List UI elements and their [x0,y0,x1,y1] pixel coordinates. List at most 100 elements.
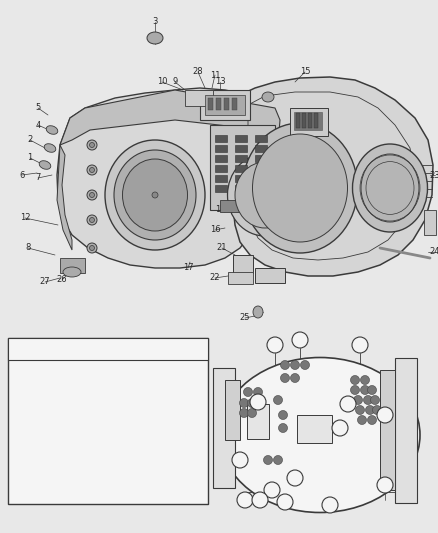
Bar [215,155,227,162]
Circle shape [371,395,379,405]
Text: (W/SOCKET): (W/SOCKET) [126,489,180,497]
Text: B: B [298,337,302,343]
Text: D: D [242,497,247,503]
Bar [200,90,250,120]
Text: 21: 21 [217,244,227,253]
Text: 4: 4 [35,120,41,130]
Text: A: A [272,342,277,348]
Ellipse shape [252,134,347,242]
Text: A: A [238,457,242,463]
Bar [8,338,208,504]
Circle shape [377,477,393,493]
Bar [255,155,267,162]
Text: A: A [383,412,387,418]
Text: 23: 23 [430,171,438,180]
Bar [255,175,267,182]
Circle shape [247,408,257,417]
Text: BULB: BULB [141,406,165,415]
Circle shape [292,332,308,348]
Bar [255,165,267,172]
Bar [215,175,227,182]
Bar [205,95,245,115]
Ellipse shape [44,144,56,152]
Text: 24: 24 [430,247,438,256]
Text: A: A [283,499,287,505]
Ellipse shape [87,140,97,150]
Text: 1: 1 [27,154,32,163]
Text: 27: 27 [40,278,50,287]
Text: 5: 5 [35,103,41,112]
Text: A: A [357,342,362,348]
Ellipse shape [89,192,95,198]
Circle shape [290,374,300,383]
Text: 7: 7 [35,174,41,182]
Bar [395,358,417,503]
Ellipse shape [87,190,97,200]
Circle shape [356,406,364,415]
Ellipse shape [220,358,420,513]
Bar [215,145,227,152]
Bar [235,165,247,172]
Circle shape [273,456,283,464]
Circle shape [367,416,377,424]
Text: SOCKET: SOCKET [135,385,171,394]
Circle shape [364,395,372,405]
Circle shape [244,387,252,397]
Text: BULB: BULB [141,447,165,456]
Ellipse shape [353,144,427,232]
Text: A: A [346,401,350,407]
Bar [210,125,275,210]
Text: PARTS NAME: PARTS NAME [123,344,183,353]
Bar [235,185,247,192]
Bar [216,98,221,110]
Ellipse shape [63,267,81,277]
Text: BULB: BULB [141,479,165,488]
Circle shape [332,420,348,436]
Ellipse shape [89,167,95,173]
Ellipse shape [243,123,357,253]
Circle shape [273,395,283,405]
Text: BULB: BULB [141,366,165,375]
Ellipse shape [361,154,419,222]
Circle shape [352,337,368,353]
Text: 28: 28 [193,68,203,77]
Bar [255,268,285,283]
Text: A: A [270,487,274,493]
Polygon shape [233,77,433,276]
Text: (W/SOCKET): (W/SOCKET) [126,456,180,465]
Ellipse shape [235,162,295,228]
Ellipse shape [147,32,163,44]
Text: 26: 26 [57,276,67,285]
Bar [314,113,318,128]
Bar [213,368,235,488]
Ellipse shape [89,246,95,251]
Bar [228,272,253,284]
Text: SOCKET: SOCKET [135,425,171,434]
Bar [290,108,328,136]
Text: 25: 25 [240,313,250,322]
Ellipse shape [46,126,58,134]
Text: 4: 4 [69,406,75,415]
Text: 22: 22 [210,273,220,282]
Bar [294,112,322,130]
Text: C: C [24,451,30,461]
Bar [235,145,247,152]
Circle shape [367,385,377,394]
Text: B: B [258,497,262,503]
Text: 2: 2 [27,135,32,144]
Bar [233,255,253,273]
Text: A: A [383,482,387,488]
Bar [235,155,247,162]
Text: A: A [24,375,30,385]
Circle shape [360,376,370,384]
Circle shape [232,452,248,468]
Bar [255,185,267,192]
Bar [297,415,332,443]
Circle shape [254,387,262,397]
Text: 14: 14 [215,206,225,214]
Bar [255,135,267,142]
Circle shape [350,376,360,384]
Text: 12: 12 [20,214,30,222]
Text: KEY  No: KEY No [54,344,90,353]
Bar [224,98,229,110]
